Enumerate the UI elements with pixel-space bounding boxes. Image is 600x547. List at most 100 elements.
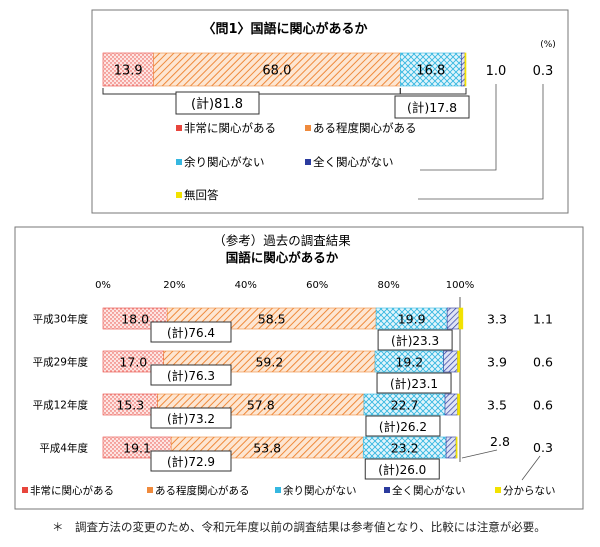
c1-leader-1 (420, 84, 497, 171)
c2-total-neg-box-3 (364, 458, 440, 480)
c2-total-pos-box-1 (150, 364, 232, 386)
c2-total-pos-box-2 (150, 407, 232, 429)
c2-legend-label-3: 全く関心がない (392, 484, 466, 497)
c2-label-3-2: 23.2 (391, 441, 419, 456)
footnote: ＊ 調査方法の変更のため、令和元年度以前の調査結果は参考値となり、比較には注意が… (52, 520, 546, 534)
c1-legend-label-1: ある程度関心がある (313, 121, 417, 135)
c2-label-3-3: 2.8 (490, 434, 510, 449)
c1-legend-swatch-1 (305, 125, 311, 131)
c2-bar-2-seg-4 (457, 393, 460, 416)
c2-label-2-1: 57.8 (247, 398, 275, 413)
c2-xtick-4: 80% (377, 280, 399, 291)
c2-total-neg-box-0 (377, 329, 453, 351)
c1-total-negative-box (394, 95, 470, 119)
c2-total-neg-2: (計)26.2 (379, 419, 427, 434)
c2-label-3-1: 53.8 (253, 441, 281, 456)
c2-label-3-0: 19.1 (123, 441, 151, 456)
chart-2-title: （参考）過去の調査結果 (213, 233, 351, 248)
c1-legend-swatch-4 (176, 192, 182, 198)
c2-xtick-2: 40% (235, 280, 257, 291)
c2-legend-label-0: 非常に関心がある (30, 484, 114, 497)
c2-bar-0-seg-4 (458, 307, 464, 330)
c1-legend-swatch-2 (176, 159, 182, 165)
c2-legend-swatch-2 (275, 487, 281, 493)
c1-bar-seg-4 (464, 52, 467, 87)
c1-total-negative: (計)17.8 (407, 100, 457, 115)
c2-xtick-3: 60% (306, 280, 328, 291)
c2-category-0: 平成30年度 (33, 313, 89, 326)
c2-total-neg-0: (計)23.3 (391, 333, 439, 348)
c1-total-positive: (計)81.8 (191, 96, 243, 112)
c2-total-pos-0: (計)76.4 (167, 325, 215, 340)
c2-bar-2-seg-3 (444, 393, 458, 416)
c2-category-1: 平成29年度 (33, 356, 89, 369)
c2-bar-3-seg-4 (455, 436, 458, 459)
c2-legend-swatch-1 (147, 487, 153, 493)
c2-label-2-2: 22.7 (391, 398, 419, 413)
c2-legend-swatch-3 (384, 487, 390, 493)
c2-label-2-4: 0.6 (533, 398, 553, 413)
c2-category-2: 平成12年度 (33, 399, 89, 412)
c2-label-1-0: 17.0 (119, 355, 147, 370)
panel-1-frame (91, 9, 569, 214)
c1-bracket-negative (399, 88, 467, 95)
c2-total-neg-1: (計)23.1 (390, 376, 438, 391)
c1-leader-2 (418, 84, 544, 200)
c2-legend-label-2: 余り関心がない (283, 484, 357, 497)
c1-legend-label-0: 非常に関心がある (184, 121, 276, 135)
c1-legend-swatch-0 (176, 125, 182, 131)
c2-total-pos-box-3 (150, 450, 232, 472)
c2-total-pos-3: (計)72.9 (167, 454, 215, 469)
c2-total-pos-2: (計)73.2 (167, 411, 215, 426)
c2-label-3-4: 0.3 (533, 440, 553, 455)
chart-1-title: 〈問1〉国語に関心があるか (202, 21, 367, 37)
chart-1-marks: 13.9 68.0 16.8 1.0 0.3 (計)81.8 (計)17.8 非常に関心がある… (102, 52, 554, 202)
panel-2-frame (14, 226, 584, 510)
c1-total-positive-box (175, 91, 260, 115)
c2-label-1-3: 3.9 (487, 355, 507, 370)
unit-label: (%) (540, 40, 556, 50)
c1-label-2: 16.8 (416, 64, 445, 79)
c1-label-0: 13.9 (114, 64, 143, 79)
c1-legend-label-3: 全く関心がない (313, 155, 394, 169)
c2-legend-label-1: ある程度関心がある (155, 484, 250, 497)
c2-label-0-1: 58.5 (258, 312, 286, 327)
c1-label-3: 1.0 (486, 64, 507, 79)
c1-legend-swatch-3 (305, 159, 311, 165)
c2-legend-swatch-0 (22, 487, 28, 493)
c2-label-2-3: 3.5 (487, 398, 507, 413)
c2-label-0-2: 19.9 (398, 312, 426, 327)
c1-bar-seg-0 (102, 52, 154, 87)
c2-total-neg-box-1 (376, 372, 452, 394)
c2-label-0-4: 1.1 (533, 312, 553, 327)
c2-total-pos-box-0 (150, 321, 232, 343)
c2-xtick-1: 20% (163, 280, 185, 291)
c2-total-neg-box-2 (365, 415, 441, 437)
c1-legend-label-4: 無回答 (184, 188, 219, 202)
c1-label-1: 68.0 (262, 64, 291, 79)
c2-label-1-2: 19.2 (395, 355, 423, 370)
c2-bar-0-seg-3 (446, 307, 460, 330)
c2-total-neg-3: (計)26.0 (378, 462, 426, 477)
c2-label-0-3: 3.3 (487, 312, 507, 327)
c2-bar-1-seg-3 (443, 350, 458, 373)
c1-bar-seg-1 (153, 52, 401, 87)
chart-2-marks: 0% 20% 40% 60% 80% 100% 平成30年度 18.0 58.5 19.9 3.3 1… (22, 280, 556, 497)
c2-xtick-0: 0% (95, 280, 111, 291)
c1-legend-label-2: 余り関心がない (184, 155, 265, 169)
c2-bar-1-seg-4 (457, 350, 460, 373)
c2-total-pos-1: (計)76.3 (167, 368, 215, 383)
c2-leader-2 (521, 455, 541, 481)
c2-xtick-5: 100% (446, 280, 475, 291)
chart-2-subtitle: 国語に関心があるか (226, 250, 339, 265)
c2-category-3: 平成4年度 (39, 442, 88, 455)
c1-label-4: 0.3 (533, 64, 554, 79)
c2-label-1-4: 0.6 (533, 355, 553, 370)
c2-label-2-0: 15.3 (116, 398, 144, 413)
c2-legend-swatch-4 (495, 487, 501, 493)
c2-legend-label-4: 分からない (503, 485, 556, 497)
c2-leader-1 (461, 449, 498, 459)
c1-bar-seg-3 (460, 52, 466, 87)
c2-bar-3-seg-3 (445, 436, 457, 459)
